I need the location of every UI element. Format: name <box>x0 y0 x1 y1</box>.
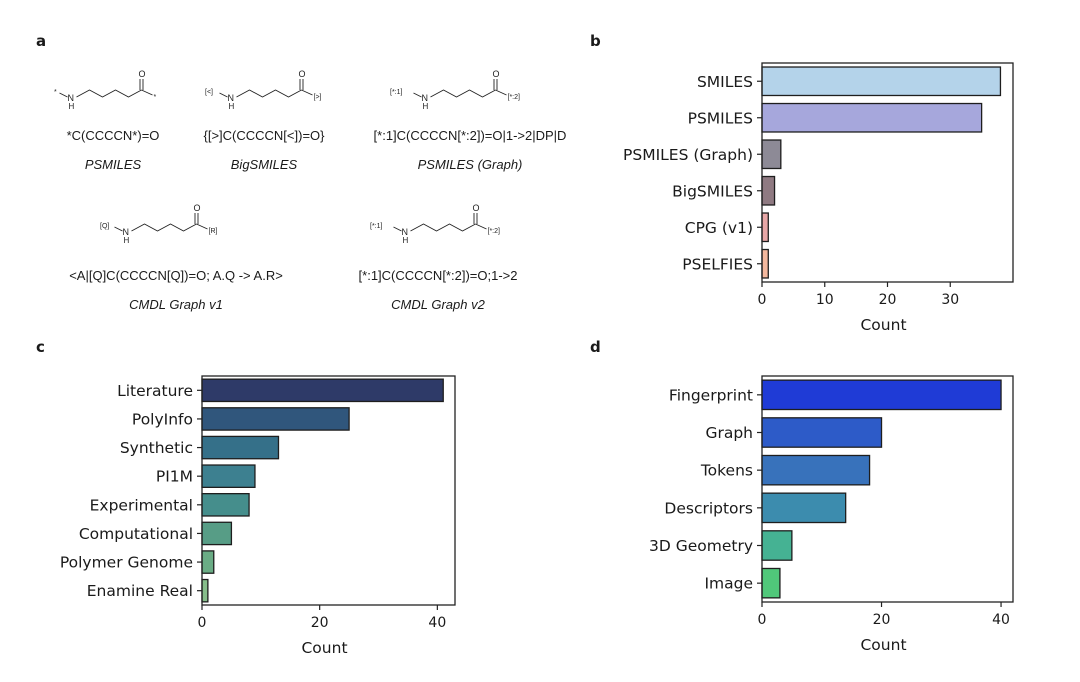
bar <box>761 567 781 599</box>
representation-string: [*:1]C(CCCCN[*:2])=O;1->2 <box>358 268 518 283</box>
category-label: Image <box>704 575 753 593</box>
category-label: Computational <box>79 525 193 543</box>
representation-string: <A|[Q]C(CCCCN[Q])=O; A.Q -> A.R> <box>69 268 283 283</box>
category-label: CPG (v1) <box>685 219 753 237</box>
oxygen-atom: O <box>493 69 500 79</box>
oxygen-atom: O <box>194 203 201 213</box>
nitrogen-atom: N <box>68 93 75 103</box>
category-label: Tokens <box>700 462 753 480</box>
end-group-left: [*:1] <box>390 89 403 96</box>
representation-caption: PSMILES <box>84 157 142 172</box>
end-group-right: [>] <box>314 94 322 101</box>
end-group-right: * <box>154 94 157 101</box>
x-tick-label: 40 <box>428 615 446 631</box>
panel-label-b: b <box>590 32 601 50</box>
category-label: 3D Geometry <box>649 537 753 555</box>
end-group-right: [R] <box>209 228 218 235</box>
bar <box>761 492 847 524</box>
category-label: Descriptors <box>664 499 753 517</box>
oxygen-atom: O <box>139 69 146 79</box>
x-axis-label: Count <box>860 316 906 334</box>
category-label: SMILES <box>697 73 753 91</box>
molecule-structure: [Q] N H O [R] <box>100 202 250 244</box>
bar <box>761 417 883 448</box>
category-label: PolyInfo <box>132 410 193 428</box>
x-tick-label: 20 <box>879 292 897 308</box>
nitrogen-atom: N <box>422 93 429 103</box>
oxygen-atom: O <box>299 69 306 79</box>
nitrogen-atom: N <box>228 93 235 103</box>
category-label: PSMILES <box>688 109 753 127</box>
x-tick-label: 0 <box>758 292 767 308</box>
hydrogen-atom: H <box>229 102 235 110</box>
category-label: Polymer Genome <box>60 554 193 572</box>
x-tick-label: 10 <box>816 292 834 308</box>
category-label: Literature <box>117 382 193 400</box>
molecule-structure: * N H O * <box>54 68 204 110</box>
end-group-left: * <box>54 89 57 96</box>
plot-frame <box>761 375 1014 603</box>
end-group-right: [*:2] <box>508 94 521 101</box>
panel-label-a: a <box>36 32 47 50</box>
x-tick-label: 20 <box>311 615 329 631</box>
representation-string: *C(CCCCN*)=O <box>66 128 160 143</box>
category-label: Experimental <box>90 496 193 514</box>
panel-label-d: d <box>590 338 601 356</box>
x-tick-label: 30 <box>941 292 959 308</box>
hydrogen-atom: H <box>403 236 409 244</box>
molecule-structure: [<] N H O [>] <box>205 68 355 110</box>
category-label: BigSMILES <box>672 182 753 200</box>
representation-caption: PSMILES (Graph) <box>417 157 523 172</box>
x-tick-label: 40 <box>992 612 1010 628</box>
representation-string: [*:1]C(CCCCN[*:2])=O|1->2|DP|D <box>373 128 567 143</box>
x-tick-label: 20 <box>873 612 891 628</box>
molecule-diagram: [*:1] NH O [*:2] <box>390 69 521 110</box>
bar <box>761 530 793 561</box>
plot-frame <box>201 375 456 606</box>
nitrogen-atom: N <box>402 227 409 237</box>
category-label: PSELFIES <box>682 255 753 273</box>
hydrogen-atom: H <box>124 236 130 244</box>
end-group-left: [<] <box>205 89 213 96</box>
category-label: PSMILES (Graph) <box>623 146 753 164</box>
category-label: Enamine Real <box>87 582 193 600</box>
molecule-structure: [*:1] N H O [*:2] <box>390 68 540 110</box>
bar <box>761 454 871 486</box>
nitrogen-atom: N <box>123 227 130 237</box>
category-label: Fingerprint <box>669 386 753 404</box>
representation-caption: CMDL Graph v1 <box>129 297 223 312</box>
molecule-diagram: [Q] NH O [R] <box>100 203 218 244</box>
end-group-right: [*:2] <box>488 228 501 235</box>
hydrogen-atom: H <box>69 102 75 110</box>
hydrogen-atom: H <box>423 102 429 110</box>
oxygen-atom: O <box>473 203 480 213</box>
category-label: PI1M <box>156 468 193 486</box>
category-label: Graph <box>705 424 753 442</box>
panel-label-c: c <box>36 338 45 356</box>
representation-caption: CMDL Graph v2 <box>391 297 485 312</box>
molecule-diagram: [*:1] NH O [*:2] <box>370 203 501 244</box>
molecule-structure: [*:1] N H O [*:2] <box>370 202 520 244</box>
bar <box>761 66 1002 97</box>
representation-caption: BigSMILES <box>230 157 298 172</box>
bar <box>761 102 983 133</box>
end-group-left: [*:1] <box>370 223 383 230</box>
molecule-diagram: * NH O * <box>54 69 157 110</box>
x-tick-label: 0 <box>758 612 767 628</box>
bar <box>761 379 1002 411</box>
category-label: Synthetic <box>120 439 193 457</box>
molecule-diagram: [<] NH O [>] <box>205 69 322 110</box>
end-group-left: [Q] <box>100 223 109 230</box>
x-tick-label: 0 <box>198 615 207 631</box>
x-axis-label: Count <box>860 636 906 654</box>
x-axis-label: Count <box>301 639 347 657</box>
representation-string: {[>]C(CCCCN[<])=O} <box>203 128 325 143</box>
